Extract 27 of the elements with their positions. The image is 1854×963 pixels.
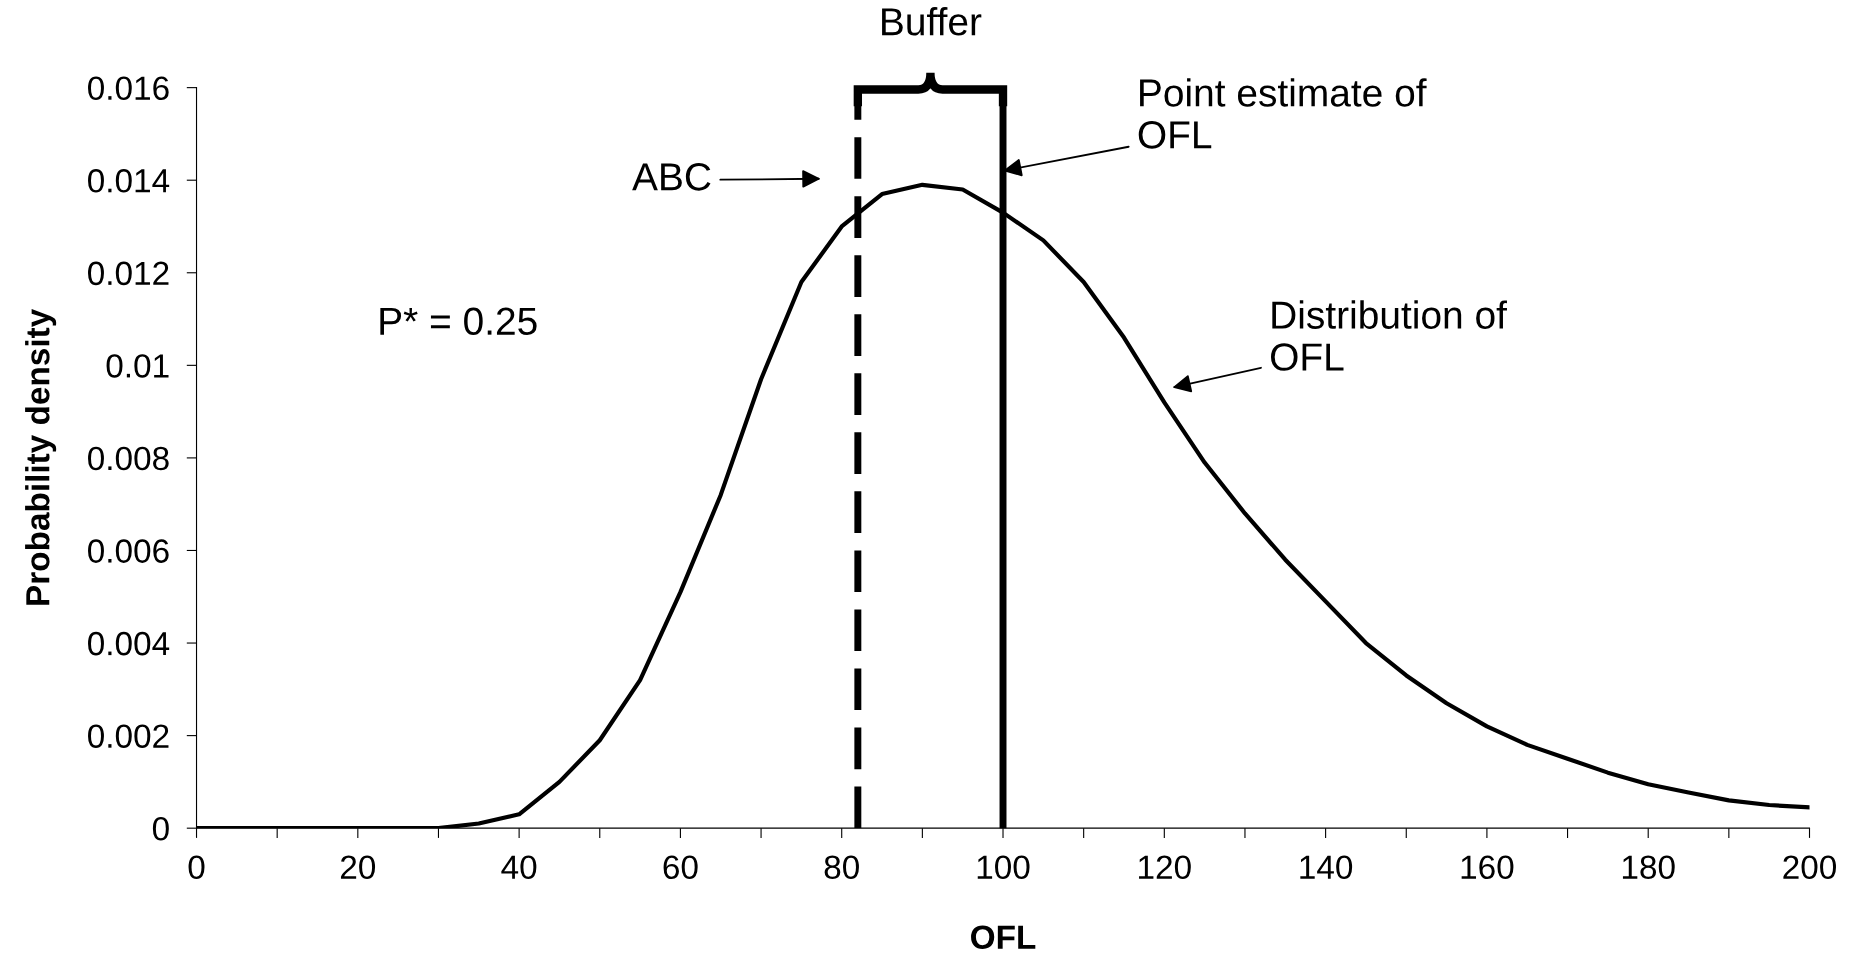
y-tick-label: 0.006 — [88, 539, 169, 563]
x-tick-label: 180 — [1622, 855, 1675, 880]
x-tick-label: 100 — [977, 855, 1030, 880]
y-tick-label: 0.012 — [88, 261, 169, 286]
y-tick-label: 0.008 — [88, 446, 169, 471]
y-tick-label: 0.002 — [88, 724, 169, 749]
x-tick-label: 0 — [188, 855, 205, 880]
x-tick-label: 140 — [1300, 855, 1353, 880]
x-tick-label: 40 — [501, 855, 537, 880]
x-tick-label: 160 — [1461, 855, 1514, 880]
y-tick-label: 0.016 — [88, 76, 169, 101]
annotation: Point estimate of OFL — [1138, 78, 1427, 149]
x-tick-label: 20 — [340, 855, 376, 880]
x-axis-title: OFL — [971, 925, 1036, 950]
y-tick-label: 0 — [152, 816, 169, 841]
annotation: P* = 0.25 — [380, 307, 537, 336]
y-tick-label: 0.01 — [106, 354, 169, 378]
annotation: Distribution of OFL — [1271, 300, 1507, 371]
x-tick-label: 120 — [1139, 855, 1191, 880]
x-tick-label: 60 — [663, 855, 698, 880]
y-tick-label: 0.014 — [88, 169, 170, 193]
y-tick-label: 0.004 — [88, 631, 170, 656]
x-tick-label: 80 — [824, 855, 859, 880]
x-tick-label: 200 — [1783, 855, 1837, 880]
y-axis-title: Probability density — [25, 308, 57, 605]
text: Buffer — [882, 6, 982, 36]
annotation: ABC — [632, 163, 711, 191]
